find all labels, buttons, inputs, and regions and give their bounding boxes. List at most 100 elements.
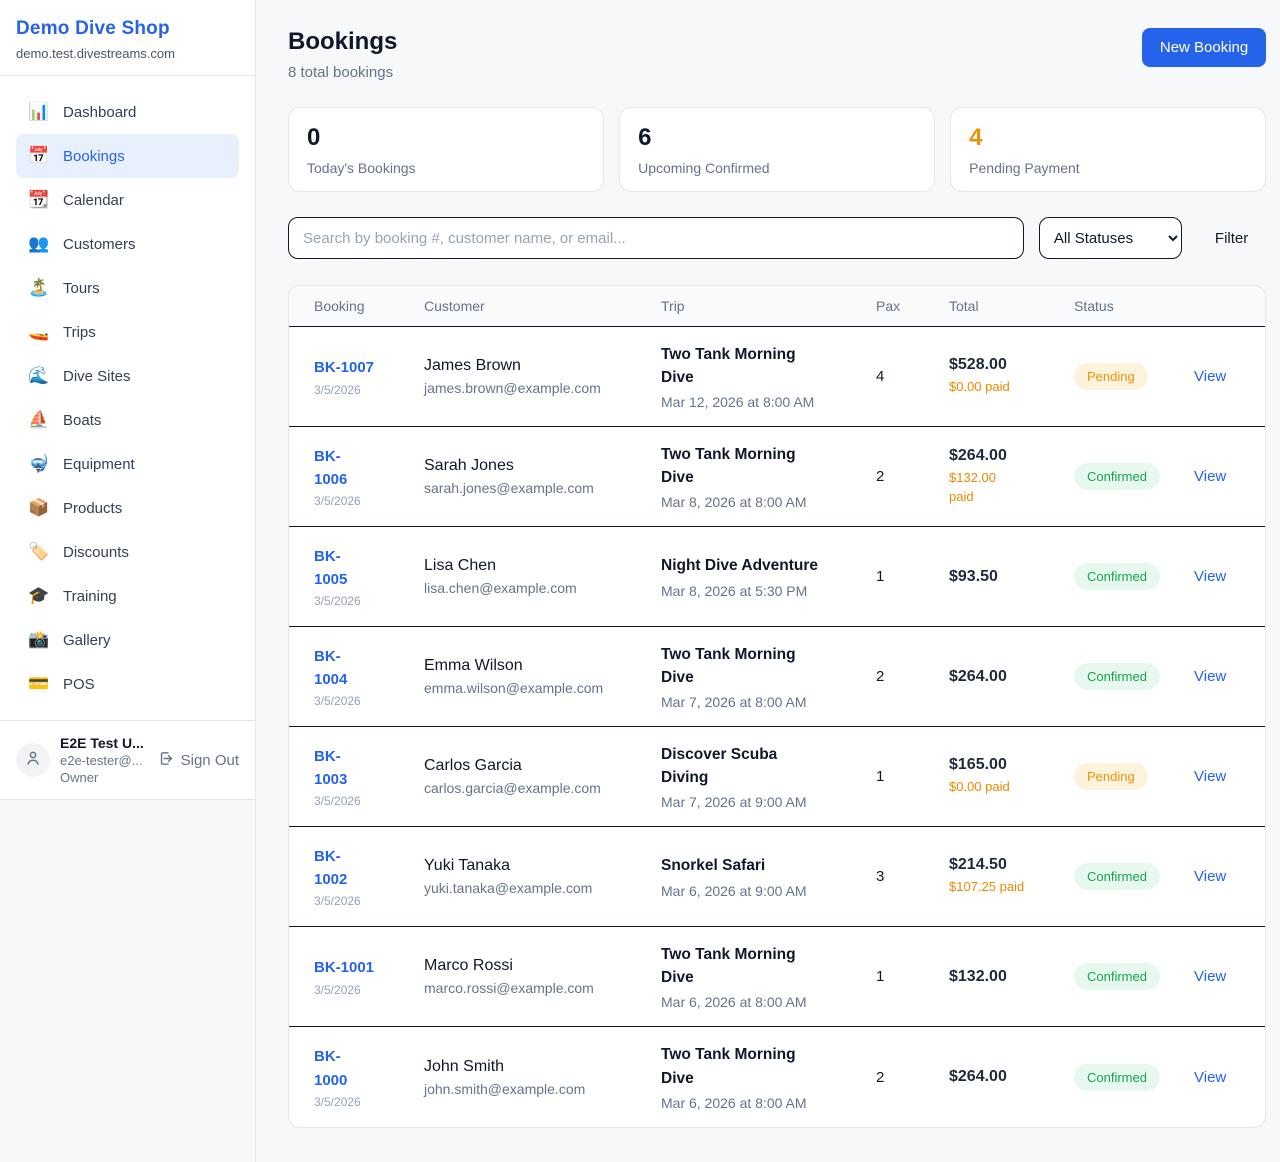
sidebar-item-discounts[interactable]: 🏷️ Discounts [16, 530, 239, 574]
sidebar-item-label: Training [63, 587, 117, 605]
table-row: BK-1007 3/5/2026 James Brown james.brown@ex… [289, 327, 1266, 427]
status-filter-select[interactable]: All Statuses [1038, 217, 1182, 259]
view-link[interactable]: View [1194, 668, 1227, 685]
customer-email: lisa.chen@example.com [424, 580, 577, 596]
sidebar-item-label: Trips [63, 323, 96, 341]
sidebar-item-training[interactable]: 🎓 Training [16, 574, 239, 618]
sidebar: Demo Dive Shop demo.test.divestreams.com… [0, 0, 256, 1162]
booking-id-link[interactable]: BK- 1004 [314, 647, 348, 688]
status-badge: Confirmed [1074, 463, 1160, 490]
total-cell: $214.50 $107.25 paid [949, 856, 1074, 897]
booking-cell: BK- 1005 3/5/2026 [314, 545, 424, 609]
view-link[interactable]: View [1194, 568, 1227, 585]
stat-label: Pending Payment [969, 160, 1080, 176]
view-link[interactable]: View [1194, 368, 1227, 385]
customer-name: Lisa Chen [424, 557, 497, 574]
stat-card: 6 Upcoming Confirmed [619, 107, 936, 192]
trip-datetime: Mar 6, 2026 at 8:00 AM [661, 994, 807, 1011]
sidebar-item-calendar[interactable]: 📆 Calendar [16, 178, 239, 222]
boats-icon: ⛵ [28, 410, 50, 429]
pax-count: 2 [876, 1068, 885, 1086]
sidebar-item-label: Customers [63, 235, 136, 253]
sign-out-button[interactable]: Sign Out [158, 750, 239, 771]
customer-email: carlos.garcia@example.com [424, 780, 601, 796]
status-badge: Confirmed [1074, 1063, 1160, 1091]
booking-cell: BK- 1004 3/5/2026 [314, 645, 424, 709]
stat-value: 0 [307, 124, 321, 151]
status-cell: Confirmed [1074, 863, 1194, 890]
booking-id-link[interactable]: BK-1007 [314, 359, 375, 377]
view-link[interactable]: View [1194, 968, 1227, 985]
customer-cell: Carlos Garcia carlos.garcia@example.com [424, 757, 661, 796]
booking-id-link[interactable]: BK- 1003 [314, 747, 348, 788]
sidebar-item-pos[interactable]: 💳 POS [16, 662, 239, 706]
table-body: BK-1007 3/5/2026 James Brown james.brown@ex… [289, 327, 1266, 1127]
new-booking-button[interactable]: New Booking [1141, 28, 1267, 67]
booking-id-link[interactable]: BK-1001 [314, 959, 375, 977]
trip-name: Two Tank Morning Dive [661, 645, 796, 686]
table-row: BK- 1006 3/5/2026 Sarah Jones sarah.jones@e… [289, 427, 1266, 527]
main-content: Bookings 8 total bookings New Booking 0 T… [256, 0, 1280, 1162]
trip-datetime: Mar 7, 2026 at 9:00 AM [661, 794, 807, 811]
person-icon [24, 749, 42, 772]
search-input[interactable] [288, 217, 1024, 259]
sidebar-item-label: Dive Sites [63, 367, 131, 385]
booking-id-link[interactable]: BK- 1000 [314, 1048, 348, 1089]
paid-amount: $0.00 paid [949, 779, 1010, 795]
booking-date: 3/5/2026 [314, 594, 361, 609]
total-amount: $214.50 [949, 856, 1007, 874]
booking-id-link[interactable]: BK- 1005 [314, 547, 348, 588]
sidebar-item-dashboard[interactable]: 📊 Dashboard [16, 90, 239, 134]
status-badge: Confirmed [1074, 863, 1160, 890]
dive-sites-icon: 🌊 [28, 366, 50, 385]
stat-label: Upcoming Confirmed [638, 160, 770, 176]
status-badge: Confirmed [1074, 563, 1160, 590]
total-amount: $264.00 [949, 1068, 1007, 1085]
shop-name[interactable]: Demo Dive Shop [16, 18, 170, 39]
trip-cell: Two Tank Morning Dive Mar 7, 2026 at 8:00… [661, 643, 876, 711]
customer-name: Sarah Jones [424, 457, 514, 474]
booking-date: 3/5/2026 [314, 694, 361, 709]
trip-name: Night Dive Adventure [661, 557, 819, 575]
sidebar-item-customers[interactable]: 👥 Customers [16, 222, 239, 266]
stats-row: 0 Today's Bookings 6 Upcoming Confirmed 4 Pen… [288, 107, 1267, 192]
sidebar-item-equipment[interactable]: 🤿 Equipment [16, 442, 239, 486]
sidebar-item-products[interactable]: 📦 Products [16, 486, 239, 530]
filter-row: All Statuses Filter [288, 217, 1266, 259]
total-amount: $132.00 [949, 967, 1007, 985]
sidebar-panel: Demo Dive Shop demo.test.divestreams.com… [0, 0, 255, 800]
sidebar-item-tours[interactable]: 🏝️ Tours [16, 266, 239, 310]
pos-icon: 💳 [28, 674, 50, 693]
trip-name: Discover Scuba Diving [661, 745, 778, 786]
customer-cell: Marco Rossi marco.rossi@example.com [424, 957, 661, 996]
view-link[interactable]: View [1194, 768, 1227, 785]
column-header-status: Status [1074, 298, 1114, 314]
user-info: E2E Test U... e2e-tester@... Owner [60, 735, 148, 785]
user-box: E2E Test U... e2e-tester@... Owner Sign … [0, 720, 255, 799]
trip-name: Snorkel Safari [661, 857, 766, 875]
sidebar-item-trips[interactable]: 🚤 Trips [16, 310, 239, 354]
customer-name: James Brown [424, 357, 521, 374]
booking-id-link[interactable]: BK- 1002 [314, 847, 348, 888]
shop-domain: demo.test.divestreams.com [16, 46, 175, 61]
booking-date: 3/5/2026 [314, 894, 361, 909]
page-title-block: Bookings 8 total bookings [288, 28, 397, 81]
stat-card: 4 Pending Payment [950, 107, 1267, 192]
status-cell: Confirmed [1074, 563, 1194, 590]
booking-cell: BK- 1006 3/5/2026 [314, 445, 424, 509]
sidebar-item-bookings[interactable]: 📅 Bookings [16, 134, 239, 178]
customers-icon: 👥 [28, 234, 50, 253]
sidebar-item-dive-sites[interactable]: 🌊 Dive Sites [16, 354, 239, 398]
sidebar-item-boats[interactable]: ⛵ Boats [16, 398, 239, 442]
status-badge: Pending [1074, 763, 1148, 790]
trip-datetime: Mar 8, 2026 at 5:30 PM [661, 582, 808, 599]
filter-button[interactable]: Filter [1197, 230, 1266, 247]
view-link[interactable]: View [1194, 868, 1227, 885]
view-link[interactable]: View [1194, 1068, 1227, 1086]
customer-cell: John Smith john.smith@example.com [424, 1058, 661, 1097]
booking-id-link[interactable]: BK- 1006 [314, 447, 348, 488]
gallery-icon: 📸 [28, 630, 50, 649]
sidebar-nav: 📊 Dashboard 📅 Bookings 📆 Calendar 👥 Customers 🏝️… [0, 76, 255, 720]
view-link[interactable]: View [1194, 468, 1227, 485]
sidebar-item-gallery[interactable]: 📸 Gallery [16, 618, 239, 662]
